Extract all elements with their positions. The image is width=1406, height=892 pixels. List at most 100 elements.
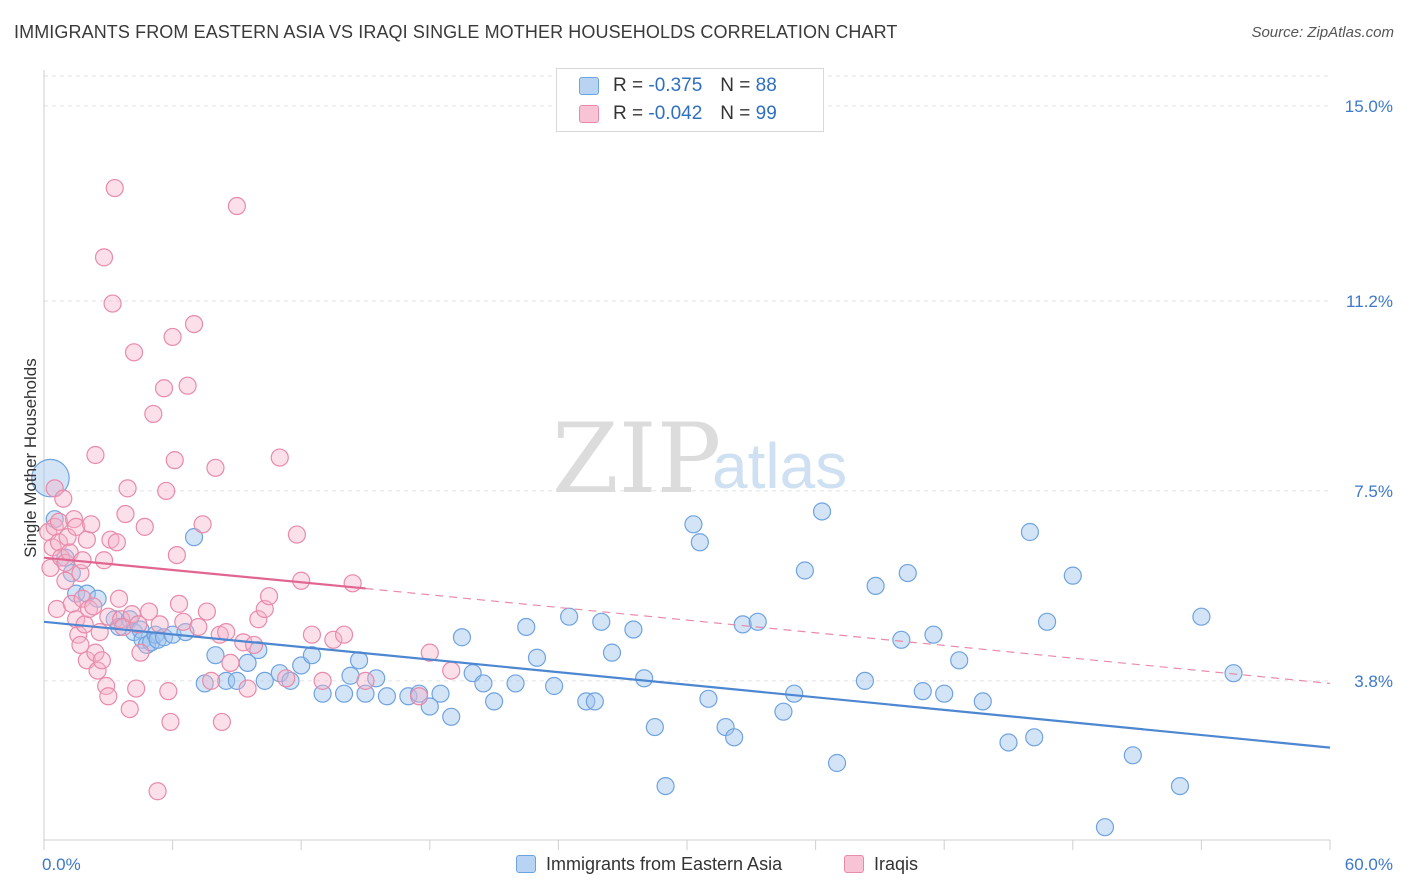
point-iraqis [135, 517, 154, 536]
point-iraqis [184, 315, 204, 334]
point-eastern-asia [184, 528, 204, 547]
point-iraqis [302, 625, 322, 644]
point-iraqis [343, 574, 362, 593]
point-iraqis [54, 489, 73, 508]
point-iraqis [165, 451, 184, 470]
legend-swatch-eastern-asia [579, 77, 599, 95]
axes [43, 70, 1331, 850]
point-iraqis [129, 615, 148, 634]
point-eastern-asia [898, 563, 917, 583]
y-axis-label: Single Mother Households [21, 358, 40, 557]
point-eastern-asia [367, 669, 386, 688]
point-iraqis [94, 248, 114, 267]
point-eastern-asia [1025, 728, 1044, 747]
point-eastern-asia [1170, 776, 1190, 796]
point-iraqis [178, 376, 197, 395]
bottom-legend-iraqis: Iraqis [844, 852, 918, 876]
point-eastern-asia [725, 728, 744, 747]
point-iraqis [409, 687, 429, 706]
point-iraqis [107, 533, 126, 552]
point-eastern-asia [827, 753, 847, 773]
x-tick-label: 60.0% [1345, 855, 1393, 874]
point-iraqis [227, 196, 246, 216]
bottom-legend-swatch-iraqis [844, 855, 864, 873]
point-iraqis [67, 517, 86, 536]
point-eastern-asia [866, 576, 885, 596]
point-iraqis [420, 643, 439, 662]
point-eastern-asia [255, 671, 274, 690]
legend-swatch-iraqis [579, 105, 599, 123]
point-eastern-asia [217, 671, 236, 690]
legend-r-value-iraqis: -0.042 [648, 103, 703, 124]
point-iraqis [120, 699, 139, 719]
point-iraqis [116, 504, 135, 524]
point-eastern-asia [624, 620, 643, 639]
trend-line-eastern-asia [43, 620, 1331, 749]
point-iraqis [144, 404, 163, 424]
watermark-atlas: atlas [712, 430, 847, 502]
point-eastern-asia [560, 607, 579, 626]
point-eastern-asia [485, 692, 504, 711]
bottom-legend-label-eastern-asia: Immigrants from Eastern Asia [546, 853, 783, 874]
point-iraqis [244, 635, 264, 655]
point-iraqis [86, 445, 105, 465]
point-iraqis [334, 625, 354, 644]
tick-labels: 3.8% 7.5% 11.2% 15.0% 0.0% 60.0% [42, 97, 1393, 874]
point-iraqis [202, 671, 221, 690]
point-eastern-asia [1224, 664, 1243, 683]
point-iraqis [84, 597, 103, 616]
point-eastern-asia [527, 648, 547, 667]
point-iraqis [99, 687, 118, 706]
stats-legend: R = -0.375 N = 88 R = -0.042 N = 99 [556, 68, 824, 132]
point-eastern-asia [935, 684, 954, 703]
point-eastern-asia [973, 692, 992, 711]
point-eastern-asia [1020, 522, 1040, 542]
legend-n-label: N = [720, 103, 751, 124]
bottom-legend-swatch-eastern-asia [516, 855, 536, 873]
point-eastern-asia [302, 646, 322, 665]
point-iraqis [193, 515, 212, 534]
point-eastern-asia [602, 643, 622, 662]
point-eastern-asia [1095, 818, 1115, 837]
point-iraqis [189, 617, 208, 637]
point-iraqis [324, 630, 343, 649]
point-eastern-asia [442, 707, 461, 726]
point-eastern-asia [474, 674, 493, 693]
point-iraqis [105, 178, 124, 198]
point-iraqis [114, 617, 133, 637]
point-iraqis [249, 610, 268, 629]
point-eastern-asia [399, 687, 418, 706]
point-iraqis [56, 571, 75, 590]
point-eastern-asia [452, 628, 472, 647]
legend-n-value-iraqis: 99 [755, 103, 777, 124]
point-eastern-asia [431, 684, 450, 703]
point-eastern-asia [1123, 746, 1142, 765]
point-eastern-asia [313, 684, 332, 703]
point-iraqis [82, 515, 101, 534]
point-eastern-asia [699, 689, 718, 708]
point-iraqis [197, 602, 216, 621]
legend-n-value-eastern-asia: 88 [755, 75, 777, 96]
trend-line-iraqis [43, 556, 366, 590]
y-tick-label: 3.8% [1354, 672, 1393, 691]
point-eastern-asia [206, 646, 225, 665]
point-iraqis [159, 682, 178, 701]
point-iraqis [313, 671, 332, 690]
point-eastern-asia [31, 458, 70, 498]
point-iraqis [103, 294, 122, 313]
legend-row-iraqis: R = -0.042 N = 99 [579, 101, 777, 127]
point-iraqis [109, 589, 129, 608]
data-points [31, 178, 1243, 837]
point-iraqis [124, 343, 144, 362]
point-eastern-asia [690, 533, 709, 552]
point-eastern-asia [999, 733, 1018, 752]
point-iraqis [94, 551, 114, 570]
point-eastern-asia [774, 702, 793, 721]
y-tick-label: 7.5% [1354, 482, 1393, 501]
point-eastern-asia [506, 674, 525, 693]
point-eastern-asia [517, 617, 536, 637]
point-eastern-asia [924, 625, 943, 644]
point-iraqis [49, 512, 69, 531]
point-iraqis [287, 525, 307, 544]
